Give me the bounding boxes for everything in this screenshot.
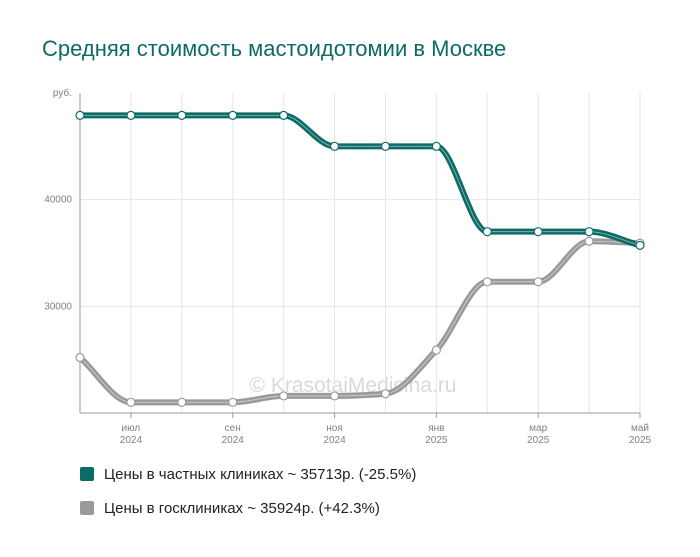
watermark: © KrasotaiMedicina.ru	[250, 374, 457, 397]
data-point-private	[329, 141, 340, 151]
series-line-highlight-private	[80, 115, 641, 246]
x-tick-label-month: янв	[428, 423, 444, 434]
data-point-private	[228, 110, 238, 121]
chart-title: Средняя стоимость мастоидотомии в Москве	[42, 36, 507, 61]
data-point-public	[584, 236, 594, 246]
x-tick-label-year: 2024	[120, 435, 143, 446]
data-point-public	[482, 277, 492, 287]
series-line-private	[77, 112, 643, 249]
data-point-private	[533, 227, 543, 237]
x-tick-label-year: 2025	[425, 435, 448, 446]
legend-item-public[interactable]: Цены в госклиниках ~ 35924р. (+42.3%)	[80, 498, 380, 518]
data-point-public	[380, 389, 391, 399]
data-point-public	[329, 391, 340, 401]
y-tick-label: 40000	[44, 195, 72, 206]
data-point-public	[126, 397, 136, 407]
legend-label-public: Цены в госклиниках ~ 35924р. (+42.3%)	[104, 499, 380, 517]
data-point-private	[75, 110, 85, 121]
data-point-public	[279, 391, 289, 401]
x-tick-label-month: июл	[122, 423, 141, 434]
data-point-private	[431, 141, 441, 151]
data-point-private	[380, 141, 391, 151]
x-tick-label-year: 2024	[222, 435, 245, 446]
legend-label-private: Цены в частных клиниках ~ 35713р. (-25.5…	[104, 465, 417, 483]
x-tick-label-year: 2025	[629, 435, 652, 446]
legend-swatch-private	[80, 467, 94, 481]
data-point-public	[177, 397, 187, 407]
legend-item-private[interactable]: Цены в частных клиниках ~ 35713р. (-25.5…	[80, 464, 416, 484]
x-tick-label-month: май	[631, 423, 649, 434]
data-point-private	[482, 227, 492, 237]
data-point-public	[228, 397, 238, 407]
data-point-public	[75, 352, 85, 363]
y-tick-label: 30000	[44, 301, 72, 312]
data-point-public	[431, 345, 441, 355]
data-point-private	[584, 227, 594, 237]
legend-swatch-public	[80, 501, 94, 515]
x-tick-label-year: 2024	[323, 435, 346, 446]
data-point-private	[279, 110, 289, 121]
x-tick-label-month: сен	[225, 423, 241, 434]
x-tick-label-month: ноя	[326, 423, 343, 434]
data-point-private	[177, 110, 187, 121]
data-point-private	[126, 110, 136, 121]
data-point-private	[635, 240, 645, 250]
series-line-highlight-public	[79, 240, 641, 403]
data-point-public	[533, 277, 543, 287]
x-tick-label-month: мар	[529, 423, 547, 434]
y-unit-label: руб.	[53, 87, 72, 99]
x-tick-label-year: 2025	[527, 435, 550, 446]
